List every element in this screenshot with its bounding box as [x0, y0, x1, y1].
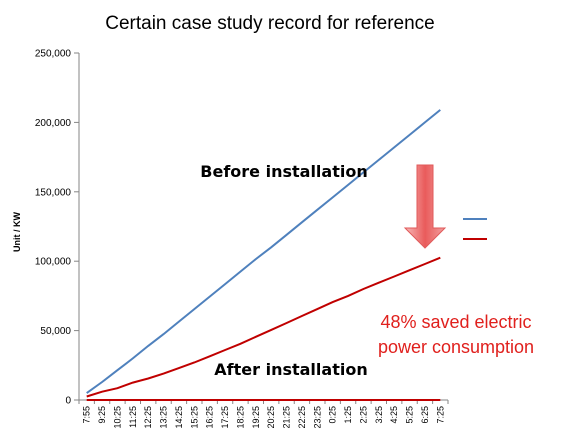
- x-tick-label: 14:25: [174, 406, 184, 429]
- x-tick-label: 7:55: [82, 406, 92, 424]
- x-tick-label: 0:25: [328, 406, 338, 424]
- y-tick-label: 50,000: [40, 326, 71, 337]
- y-tick-label: 150,000: [35, 187, 72, 198]
- y-axis-ticks: 0 50,000 100,000 150,000 200,000 250,000: [35, 49, 79, 407]
- x-tick-label: 12:25: [143, 406, 153, 429]
- down-arrow-icon: [403, 164, 447, 249]
- y-tick-label: 0: [65, 396, 71, 407]
- y-axis-label: Unit / KW: [12, 212, 22, 252]
- x-tick-label: 10:25: [112, 406, 122, 429]
- x-tick-label: 20:25: [266, 406, 276, 429]
- x-tick-label: 21:25: [282, 406, 292, 429]
- x-tick-label: 9:25: [97, 406, 107, 424]
- x-tick-label: 1:25: [343, 406, 353, 424]
- x-tick-label: 16:25: [205, 406, 215, 429]
- x-tick-label: 18:25: [235, 406, 245, 429]
- saved-consumption-line2: power consumption: [378, 337, 534, 357]
- series-line-2: [86, 256, 441, 398]
- x-tick-label: 5:25: [405, 406, 415, 424]
- x-tick-label: 4:25: [389, 406, 399, 424]
- x-tick-label: 22:25: [297, 406, 307, 429]
- x-tick-label: 17:25: [220, 406, 230, 429]
- x-tick-label: 23:25: [312, 406, 322, 429]
- y-tick-label: 200,000: [35, 118, 72, 129]
- x-tick-label: 2:25: [358, 406, 368, 424]
- x-tick-label: 3:25: [374, 406, 384, 424]
- after-installation-label: After installation: [214, 360, 367, 379]
- y-tick-label: 250,000: [35, 49, 72, 60]
- x-tick-label: 7:25: [435, 406, 445, 424]
- x-tick-label: 19:25: [251, 406, 261, 429]
- chart-title: Certain case study record for reference: [105, 13, 435, 34]
- saved-consumption-line1: 48% saved electric: [380, 312, 531, 332]
- series-lines: [86, 109, 441, 401]
- legend: [463, 218, 487, 240]
- x-tick-label: 11:25: [128, 406, 138, 428]
- x-tick-label: 6:25: [420, 406, 430, 424]
- before-installation-label: Before installation: [200, 162, 367, 181]
- x-tick-label: 13:25: [159, 406, 169, 429]
- series-line-1: [86, 109, 441, 394]
- y-tick-label: 100,000: [35, 257, 72, 268]
- x-tick-label: 15:25: [189, 406, 199, 429]
- x-axis-ticks: 7:55 9:25 10:25 11:25 12:25 13:25 14:25 15:25 16…: [78, 400, 449, 429]
